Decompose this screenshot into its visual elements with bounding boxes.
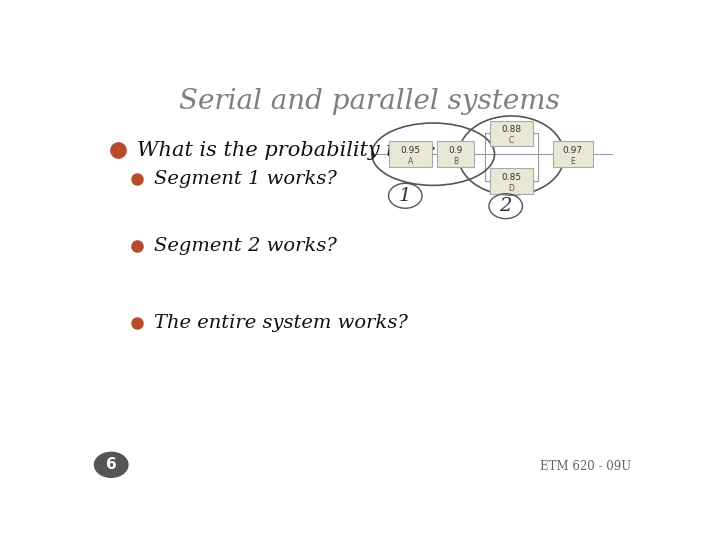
Text: 0.97: 0.97	[562, 146, 582, 154]
Text: 0.95: 0.95	[401, 146, 421, 154]
Text: 6: 6	[106, 457, 117, 472]
Circle shape	[94, 453, 128, 477]
Text: A: A	[408, 157, 413, 166]
Text: The entire system works?: The entire system works?	[154, 314, 408, 332]
Text: Segment 1 works?: Segment 1 works?	[154, 170, 337, 188]
FancyBboxPatch shape	[490, 120, 533, 146]
Text: 0.9: 0.9	[449, 146, 463, 154]
Text: 1: 1	[399, 187, 411, 205]
Text: E: E	[570, 157, 575, 166]
Text: Segment 2 works?: Segment 2 works?	[154, 237, 337, 255]
Text: 0.85: 0.85	[501, 173, 521, 181]
Text: B: B	[453, 157, 458, 166]
Text: What is the probability that:: What is the probability that:	[138, 140, 436, 159]
FancyBboxPatch shape	[84, 60, 654, 485]
FancyBboxPatch shape	[437, 141, 474, 167]
Text: C: C	[508, 137, 514, 145]
Text: D: D	[508, 184, 514, 193]
FancyBboxPatch shape	[390, 141, 432, 167]
Text: ETM 620 - 09U: ETM 620 - 09U	[540, 460, 631, 473]
Text: 2: 2	[500, 197, 512, 215]
Text: Serial and parallel systems: Serial and parallel systems	[179, 87, 559, 114]
Text: 0.88: 0.88	[501, 125, 521, 134]
FancyBboxPatch shape	[552, 141, 593, 167]
FancyBboxPatch shape	[490, 168, 533, 194]
